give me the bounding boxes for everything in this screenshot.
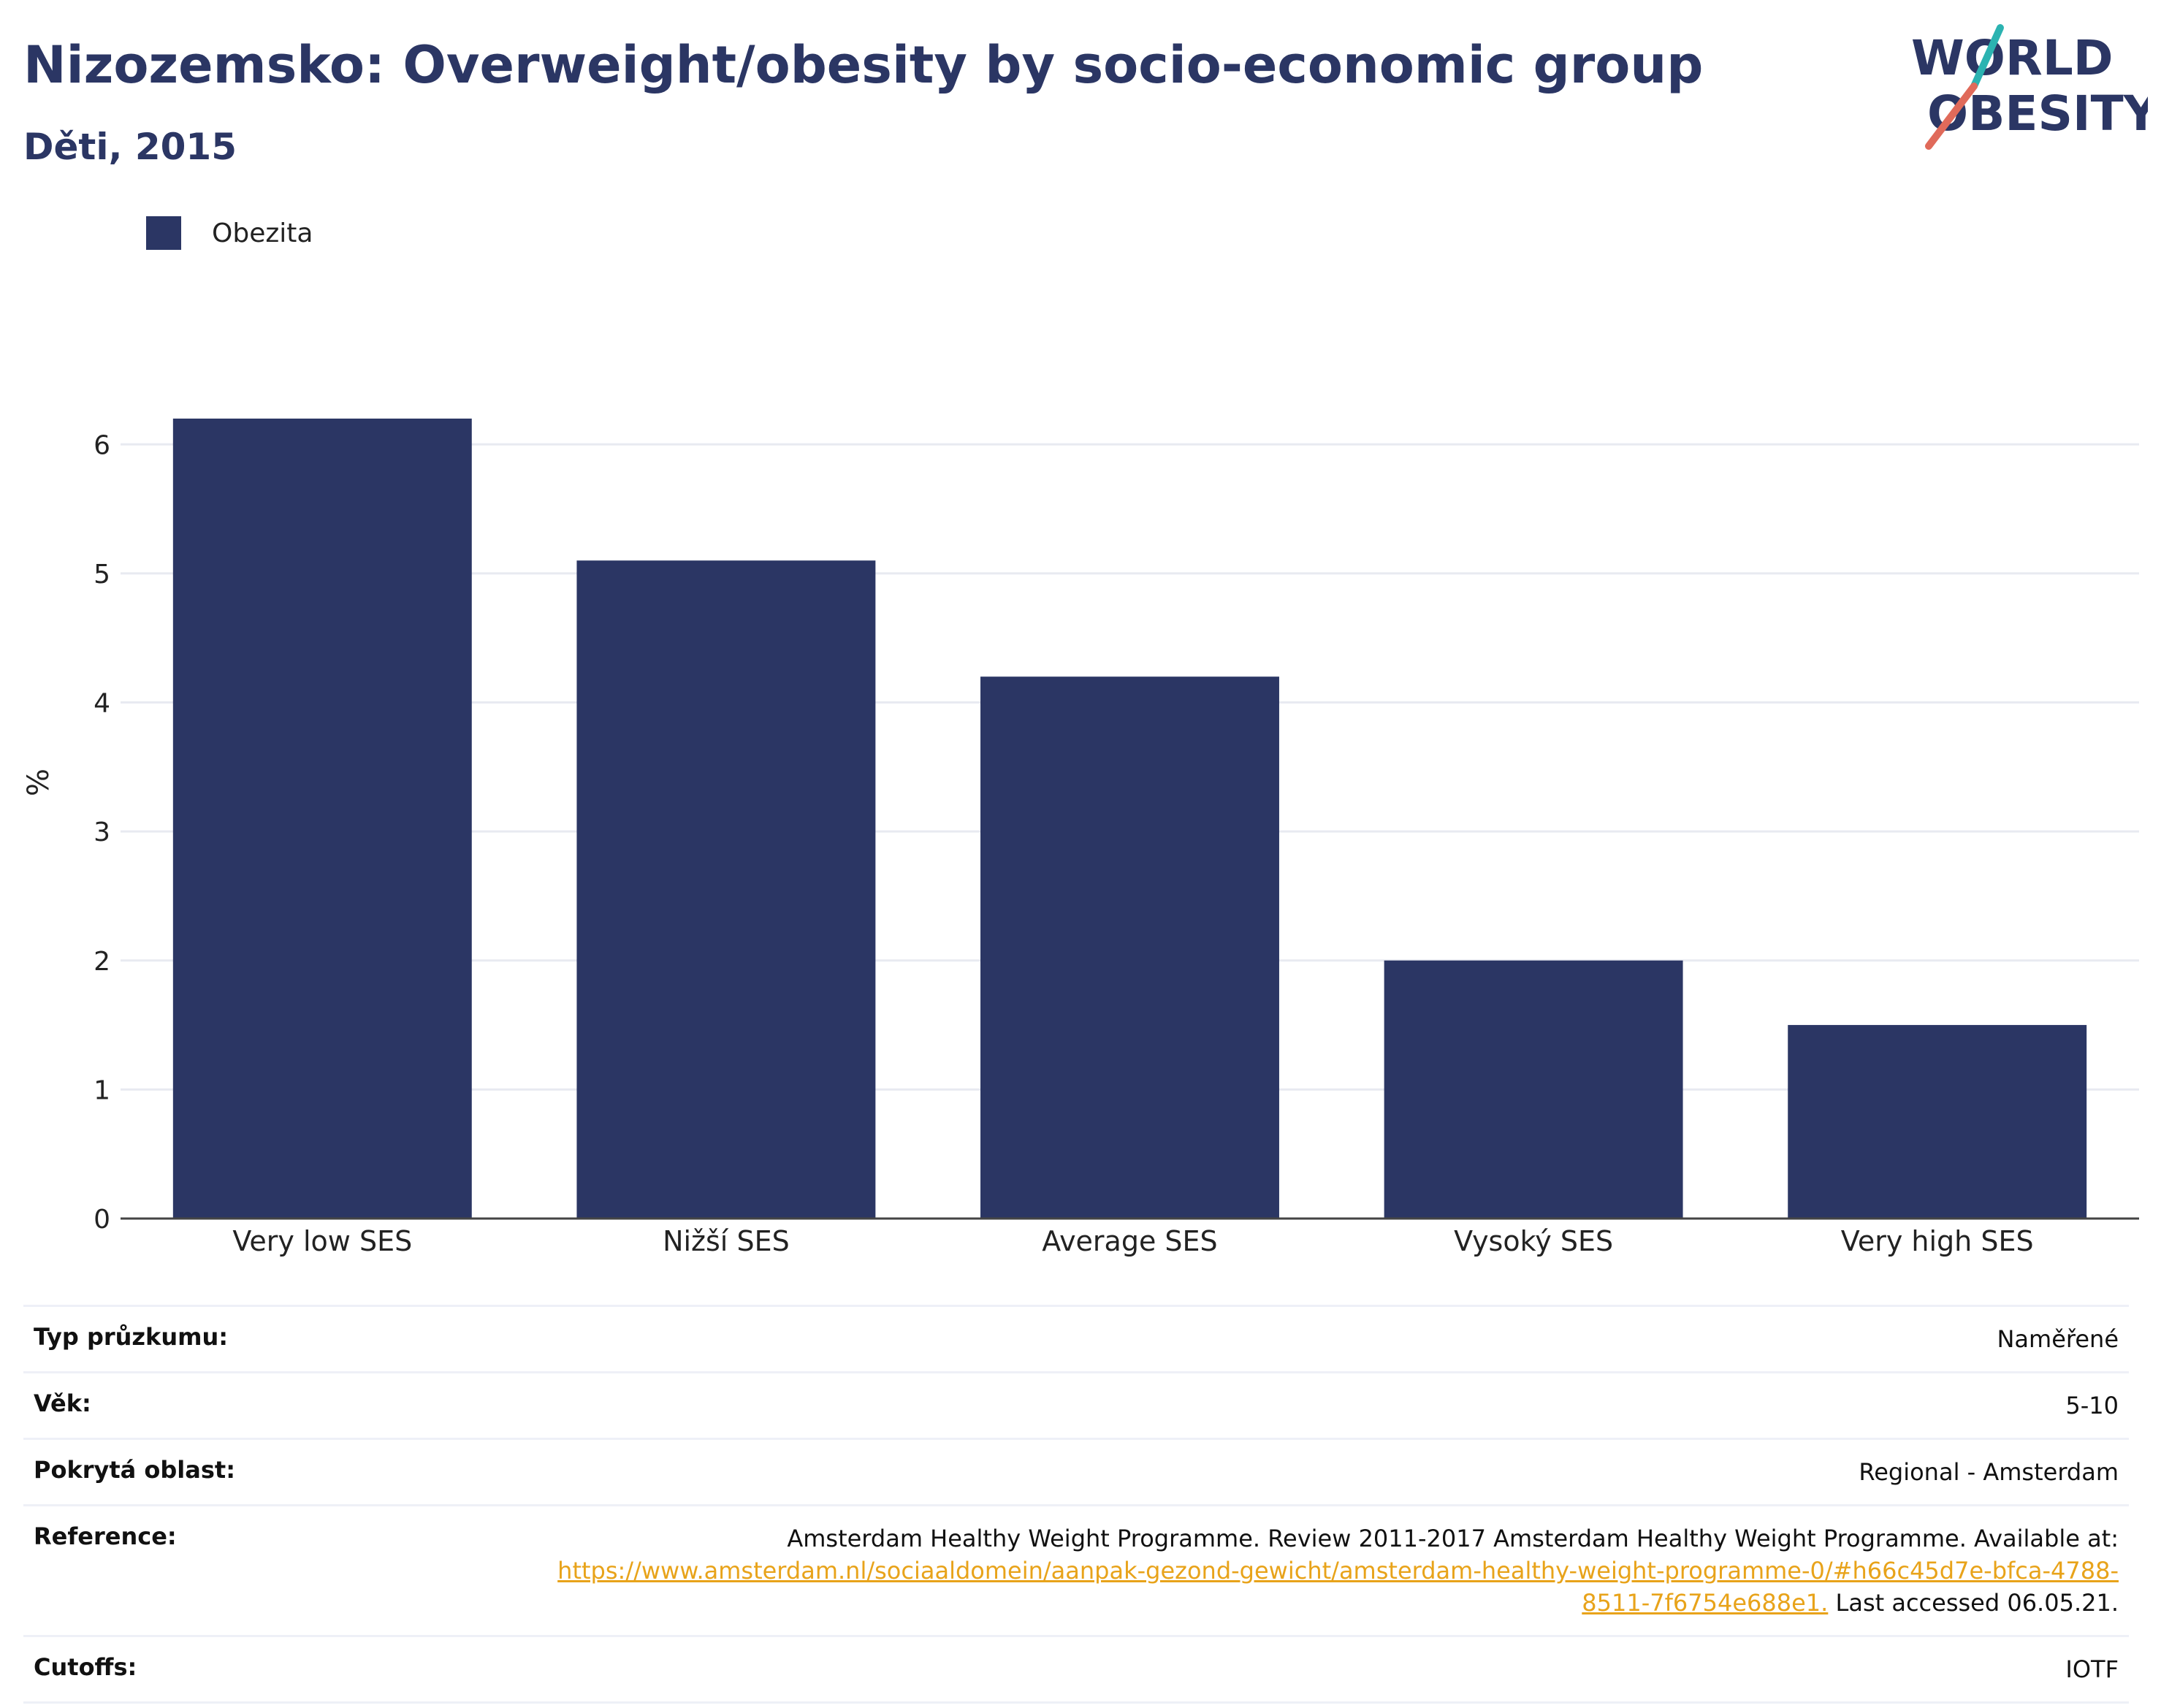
y-tick-label: 0 [94,1205,110,1235]
x-tick-label: Average SES [1042,1225,1217,1257]
logo-text-world: WORLD [1911,30,2114,86]
x-tick-label: Very low SES [232,1225,412,1257]
chart-title: Nizozemsko: Overweight/obesity by socio-… [23,35,1704,95]
bar [980,676,1279,1219]
cutoffs-value: IOTF [482,1635,2129,1704]
logo-slash-teal [1970,24,2004,90]
bar [1788,1025,2087,1219]
cutoffs-label: Cutoffs: [23,1635,482,1704]
info-row-coverage: Pokrytá oblast: Regional - Amsterdam [23,1438,2129,1506]
reference-link[interactable]: https://www.amsterdam.nl/sociaaldomein/a… [557,1557,2119,1617]
bar [1384,960,1683,1219]
y-tick-label: 5 [94,560,110,590]
bar-chart: 0 1 2 3 4 5 6 Very low SES Nižší SES Average SES V… [94,418,2139,1257]
info-table: Typ průzkumu: Naměřené Věk: 5-10 Pokrytá… [23,1305,2129,1704]
bar [576,560,876,1219]
legend-label: Obezita [212,218,313,248]
survey-type-value: Naměřené [482,1305,2129,1373]
age-value: 5-10 [482,1371,2129,1439]
legend-swatch [146,216,181,250]
x-tick-label: Nižší SES [663,1225,790,1257]
reference-label: Reference: [23,1504,482,1636]
info-row-cutoffs: Cutoffs: IOTF [23,1635,2129,1704]
age-label: Věk: [23,1371,482,1439]
reference-text: Amsterdam Healthy Weight Programme. Revi… [787,1525,2119,1552]
info-row-survey-type: Typ průzkumu: Naměřené [23,1305,2129,1373]
y-tick-label: 6 [94,430,110,460]
legend[interactable]: Obezita [146,216,313,250]
y-tick-label: 3 [94,817,110,847]
info-row-age: Věk: 5-10 [23,1371,2129,1439]
chart-subtitle: Děti, 2015 [23,126,237,168]
x-tick-label: Very high SES [1841,1225,2034,1257]
y-tick-label: 1 [94,1075,110,1105]
survey-type-label: Typ průzkumu: [23,1305,482,1373]
info-row-reference: Reference: Amsterdam Healthy Weight Prog… [23,1504,2129,1636]
y-tick-label: 4 [94,689,110,719]
x-tick-label: Vysoký SES [1454,1225,1613,1257]
coverage-label: Pokrytá oblast: [23,1438,482,1506]
logo-slash-red [1925,83,1978,150]
bar [172,418,472,1219]
reference-suffix: Last accessed 06.05.21. [1835,1589,2119,1617]
coverage-value: Regional - Amsterdam [482,1438,2129,1506]
reference-value: Amsterdam Healthy Weight Programme. Revi… [482,1504,2129,1636]
world-obesity-logo: WORLD OBESITY [1911,24,2148,150]
y-tick-label: 2 [94,947,110,977]
